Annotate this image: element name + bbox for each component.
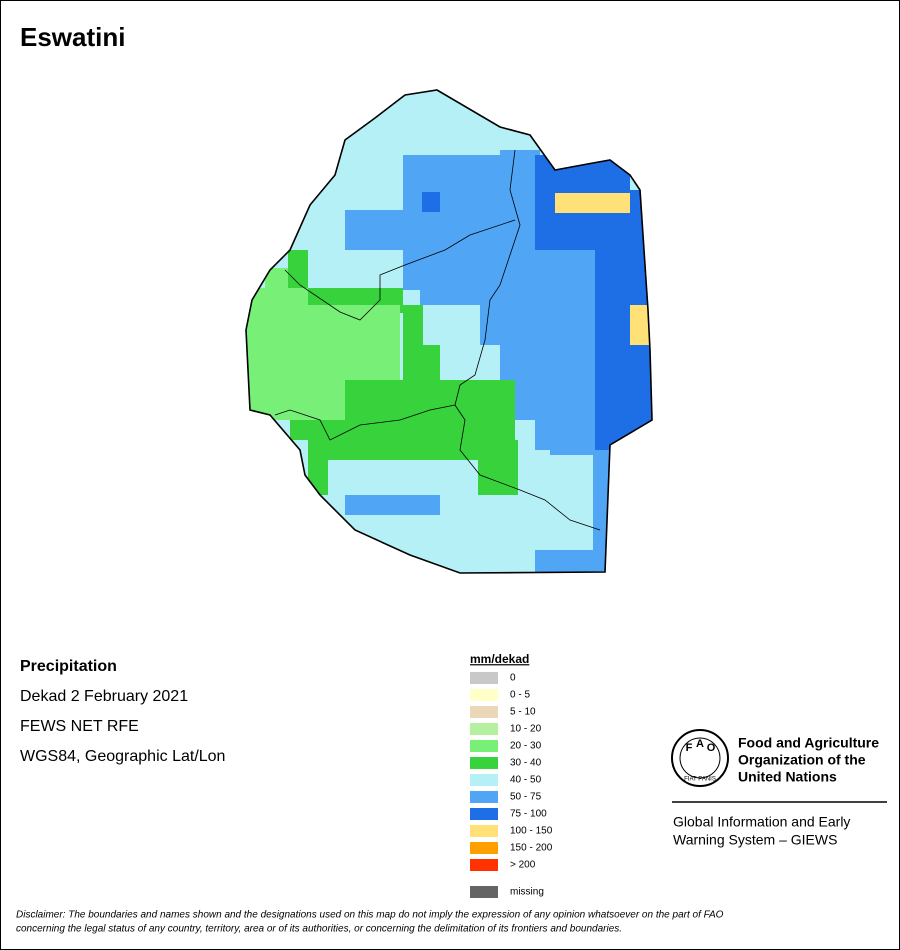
legend-label: 30 - 40 — [510, 758, 542, 769]
region-boundaries — [274, 149, 601, 531]
raster-cell — [555, 193, 630, 213]
legend-swatch — [470, 886, 498, 898]
raster-cell — [265, 268, 288, 288]
raster-cell — [422, 192, 440, 212]
raster-cell — [500, 150, 540, 420]
raster-cell — [246, 305, 400, 380]
raster-cell — [345, 495, 440, 515]
info-heading: Precipitation — [20, 658, 117, 675]
legend-swatch — [470, 842, 498, 854]
giews-name: Global Information and Early — [673, 814, 850, 830]
disclaimer: Disclaimer: The boundaries and names sho… — [16, 910, 724, 921]
legend-swatch — [470, 740, 498, 752]
emblem-ring — [671, 729, 729, 787]
info-line: FEWS NET RFE — [20, 718, 139, 735]
legend-label: 0 — [510, 673, 516, 684]
raster-cell — [288, 250, 308, 290]
legend-label: 40 - 50 — [510, 775, 542, 786]
legend-label: 5 - 10 — [510, 707, 536, 718]
legend-swatch — [470, 757, 498, 769]
info-line: Dekad 2 February 2021 — [20, 688, 188, 705]
giews-name: Warning System – GIEWS — [673, 832, 837, 848]
country-outline — [245, 89, 653, 574]
legend-swatch — [470, 808, 498, 820]
legend-title: mm/dekad — [470, 652, 529, 666]
fao-name: Organization of the — [738, 752, 866, 768]
legend-swatch — [470, 825, 498, 837]
legend-label: 50 - 75 — [510, 792, 542, 803]
fao-name: United Nations — [738, 769, 837, 785]
legend-swatch — [470, 723, 498, 735]
legend-label: 20 - 30 — [510, 741, 542, 752]
legend-swatch — [470, 791, 498, 803]
legend: 0 0 - 5 5 - 10 10 - 20 20 - 30 30 - 40 40 - 50… — [470, 672, 553, 898]
raster-cell — [345, 210, 520, 250]
legend-label: > 200 — [510, 860, 536, 871]
emblem-letter: A — [696, 738, 704, 750]
raster-cell — [403, 155, 515, 215]
legend-swatch — [470, 859, 498, 871]
raster-cell — [630, 305, 652, 345]
raster-cell — [420, 345, 440, 385]
raster-cell — [595, 250, 652, 450]
raster-cell — [478, 440, 518, 495]
emblem-letter: O — [707, 742, 716, 754]
legend-label: 75 - 100 — [510, 809, 547, 820]
emblem-inner — [679, 737, 721, 779]
legend-label: 100 - 150 — [510, 826, 553, 837]
info-line: WGS84, Geographic Lat/Lon — [20, 748, 225, 765]
legend-label: 150 - 200 — [510, 843, 553, 854]
raster-cell — [246, 288, 308, 308]
raster-cell — [535, 550, 605, 573]
disclaimer: concerning the legal status of any count… — [16, 924, 622, 935]
raster-cell — [403, 305, 423, 380]
legend-label: missing — [510, 887, 544, 898]
legend-label: 0 - 5 — [510, 690, 530, 701]
legend-swatch — [470, 774, 498, 786]
fao-name: Food and Agriculture — [738, 735, 879, 751]
legend-swatch — [470, 706, 498, 718]
map-title: Eswatini — [20, 22, 125, 52]
raster-cell — [290, 420, 310, 440]
emblem-motto: FIAT PANIS — [684, 777, 716, 783]
legend-swatch — [470, 689, 498, 701]
emblem-letter: F — [686, 742, 693, 754]
fao-logo: F A O FIAT PANIS Food and Agriculture Or… — [671, 729, 887, 848]
legend-swatch — [470, 672, 498, 684]
legend-label: 10 - 20 — [510, 724, 542, 735]
